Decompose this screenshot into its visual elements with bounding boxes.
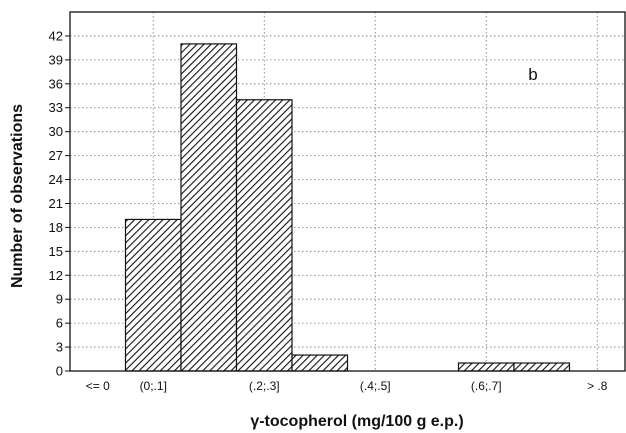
y-tick-label: 39 — [49, 52, 63, 67]
y-tick-label: 30 — [49, 124, 63, 139]
y-tick-label: 18 — [49, 220, 63, 235]
y-tick-label: 3 — [56, 340, 63, 355]
x-tick-label: (.4;.5] — [360, 379, 391, 393]
bar-(0;.1] — [124, 218, 182, 372]
x-tick-label: (.2;.3] — [249, 379, 280, 393]
y-tick-label: 0 — [56, 364, 63, 379]
bar-(.3;.4] — [291, 354, 349, 372]
y-tick-label: 12 — [49, 268, 63, 283]
y-tick-label: 42 — [49, 28, 63, 43]
y-tick-label: 9 — [56, 292, 63, 307]
panel-annotation: b — [528, 65, 537, 84]
x-tick-label: > .8 — [587, 379, 608, 393]
bar-(.1;.2] — [180, 43, 238, 372]
bars — [124, 43, 571, 372]
x-axis-ticks: <= 0 (0;.1] (.2;.3] (.4;.5] (.6;.7] > .8 — [86, 379, 608, 393]
x-axis-title: γ-tocopherol (mg/100 g e.p.) — [250, 413, 463, 430]
y-tick-label: 24 — [49, 172, 63, 187]
bar-(.2;.3] — [235, 99, 293, 372]
y-tick-label: 27 — [49, 148, 63, 163]
y-axis-title: Number of observations — [9, 104, 26, 288]
y-tick-label: 36 — [49, 76, 63, 91]
plot-frame — [69, 11, 626, 372]
y-tick-label: 6 — [56, 316, 63, 331]
y-tick-label: 33 — [49, 100, 63, 115]
bar-(.7;.8] — [513, 362, 571, 372]
y-tick-label: 21 — [49, 196, 63, 211]
x-tick-label: (.6;.7] — [471, 379, 502, 393]
x-tick-label: <= 0 — [86, 379, 110, 393]
y-tick-label: 15 — [49, 244, 63, 259]
bar-(.6;.7] — [457, 362, 515, 372]
x-tick-label: (0;.1] — [140, 379, 167, 393]
